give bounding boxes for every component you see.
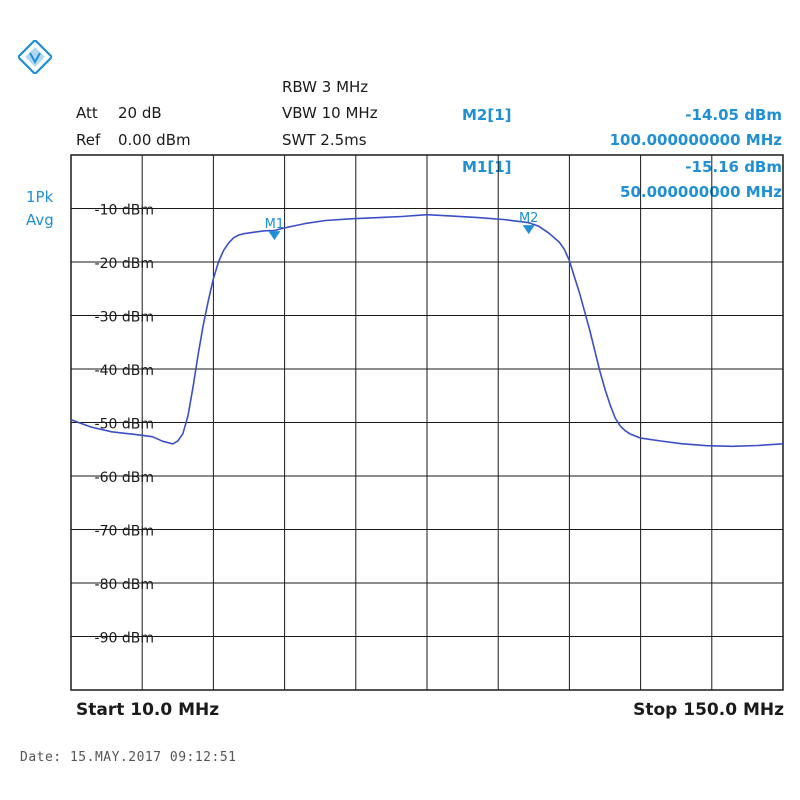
swt-setting: SWT 2.5ms — [282, 131, 367, 149]
marker-triangle — [522, 225, 535, 235]
marker-2-freq: 100.000000000 MHz — [609, 131, 782, 149]
marker-1-level: -15.16 dBm — [685, 158, 782, 176]
marker-1-freq: 50.000000000 MHz — [620, 183, 782, 201]
y-tick-label: -20 dBm — [95, 256, 154, 272]
marker-triangle — [268, 231, 281, 241]
rbw-setting: RBW 3 MHz — [282, 78, 369, 96]
y-tick-label: -70 dBm — [95, 524, 154, 540]
marker-1-id: M1[1] — [462, 158, 512, 176]
ref-value: 0.00 dBm — [118, 131, 191, 149]
y-tick-label: -60 dBm — [95, 470, 154, 486]
marker-label: M2 — [519, 211, 539, 226]
stop-frequency-label: Stop 150.0 MHz — [633, 700, 784, 720]
y-tick-label: -90 dBm — [95, 631, 154, 647]
detector-label-1: 1Pk — [26, 188, 54, 206]
marker-label: M1 — [265, 217, 285, 232]
brand-logo-icon — [18, 40, 52, 74]
ref-label: Ref — [76, 131, 101, 149]
vbw-setting: VBW 10 MHz — [282, 104, 378, 122]
marker-2-id: M2[1] — [462, 106, 512, 124]
y-tick-label: -80 dBm — [95, 577, 154, 593]
capture-date: Date: 15.MAY.2017 09:12:51 — [20, 750, 237, 765]
y-tick-label: -10 dBm — [95, 203, 154, 219]
y-tick-label: -40 dBm — [95, 363, 154, 379]
detector-label-2: Avg — [26, 211, 54, 229]
att-label: Att — [76, 104, 98, 122]
y-tick-label: -30 dBm — [95, 310, 154, 326]
y-tick-label: -50 dBm — [95, 417, 154, 433]
trace-line — [70, 213, 784, 448]
att-value: 20 dB — [118, 104, 162, 122]
start-frequency-label: Start 10.0 MHz — [76, 700, 220, 720]
marker-2-level: -14.05 dBm — [685, 106, 782, 124]
